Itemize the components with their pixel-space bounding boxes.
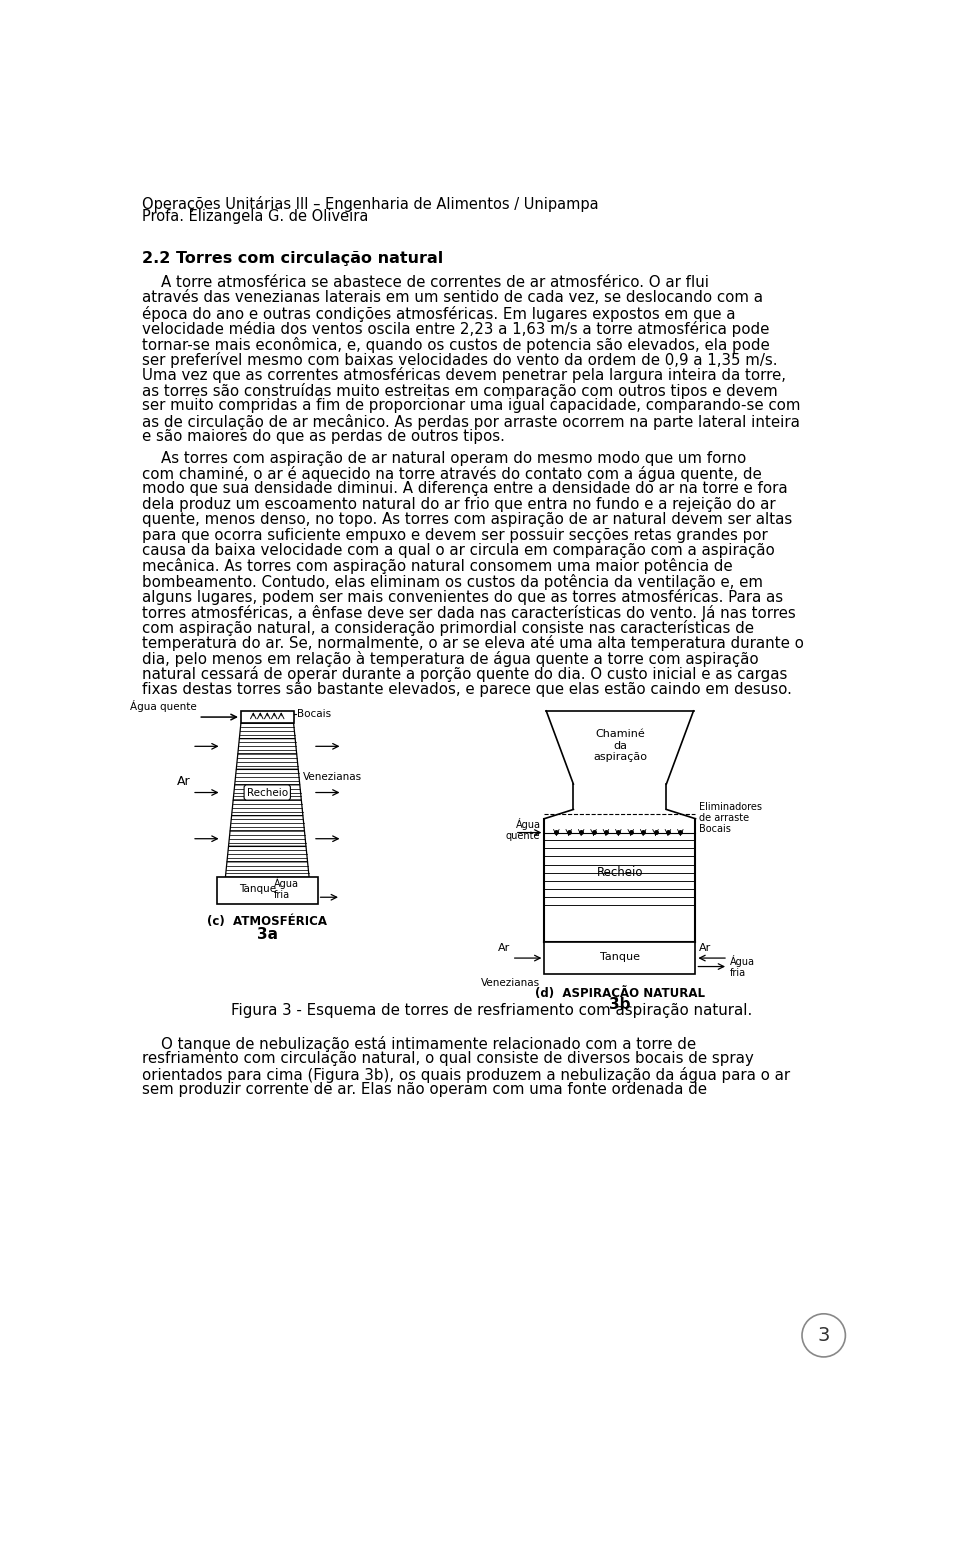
Text: causa da baixa velocidade com a qual o ar circula em comparação com a aspiração: causa da baixa velocidade com a qual o a… [142,543,775,557]
Text: mecânica. As torres com aspiração natural consomem uma maior potência de: mecânica. As torres com aspiração natura… [142,559,732,574]
Text: Ar: Ar [177,776,190,788]
Text: sem produzir corrente de ar. Elas não operam com uma fonte ordenada de: sem produzir corrente de ar. Elas não op… [142,1082,707,1098]
Text: natural cessará de operar durante a porção quente do dia. O custo inicial e as c: natural cessará de operar durante a porç… [142,666,787,683]
Polygon shape [231,800,303,816]
Text: com aspiração natural, a consideração primordial consiste nas características de: com aspiração natural, a consideração pr… [142,621,754,636]
Text: (d)  ASPIRAÇÃO NATURAL: (d) ASPIRAÇÃO NATURAL [535,985,705,1000]
Text: Operações Unitárias III – Engenharia de Alimentos / Unipampa: Operações Unitárias III – Engenharia de … [142,195,598,212]
Polygon shape [238,738,297,754]
Text: com chaminé, o ar é aquecido na torre através do contato com a água quente, de: com chaminé, o ar é aquecido na torre at… [142,466,761,481]
Text: orientados para cima (Figura 3b), os quais produzem a nebulização da água para o: orientados para cima (Figura 3b), os qua… [142,1067,790,1082]
Text: Venezianas: Venezianas [303,772,362,782]
Text: 3: 3 [818,1327,829,1345]
Polygon shape [228,831,306,847]
Polygon shape [226,862,309,878]
Text: as torres são construídas muito estreitas em comparação com outros tipos e devem: as torres são construídas muito estreita… [142,382,778,399]
Text: alguns lugares, podem ser mais convenientes do que as torres atmosféricas. Para : alguns lugares, podem ser mais convenien… [142,590,782,605]
Text: velocidade média dos ventos oscila entre 2,23 a 1,63 m/s a torre atmosférica pod: velocidade média dos ventos oscila entre… [142,322,769,337]
Text: Bocais: Bocais [297,709,331,718]
Text: Uma vez que as correntes atmosféricas devem penetrar pela largura inteira da tor: Uma vez que as correntes atmosféricas de… [142,367,785,384]
Text: Tanque: Tanque [239,884,276,895]
Text: dia, pelo menos em relação à temperatura de água quente a torre com aspiração: dia, pelo menos em relação à temperatura… [142,650,758,667]
Text: Chaminé
da
aspiração: Chaminé da aspiração [593,729,647,762]
Text: época do ano e outras condições atmosféricas. Em lugares expostos em que a: época do ano e outras condições atmosfér… [142,307,735,322]
Text: as de circulação de ar mecânico. As perdas por arraste ocorrem na parte lateral : as de circulação de ar mecânico. As perd… [142,413,800,430]
Polygon shape [234,769,300,785]
Text: dela produz um escoamento natural do ar frio que entra no fundo e a rejeição do : dela produz um escoamento natural do ar … [142,497,776,512]
Text: (c)  ATMOSFÉRICA: (c) ATMOSFÉRICA [207,915,327,927]
Text: torres atmosféricas, a ênfase deve ser dada nas características do vento. Já nas: torres atmosféricas, a ênfase deve ser d… [142,605,796,621]
Text: Ar: Ar [498,943,510,954]
Text: Figura 3 - Esquema de torres de resfriamento com aspiração natural.: Figura 3 - Esquema de torres de resfriam… [231,1003,753,1019]
Text: quente, menos denso, no topo. As torres com aspiração de ar natural devem ser al: quente, menos denso, no topo. As torres … [142,512,792,528]
Text: Bocais: Bocais [699,825,732,834]
Text: Tanque: Tanque [600,952,640,961]
Text: As torres com aspiração de ar natural operam do mesmo modo que um forno: As torres com aspiração de ar natural op… [142,450,746,466]
Polygon shape [227,847,307,862]
Text: Ar: Ar [699,943,711,954]
Text: tornar-se mais econômica, e, quando os custos de potencia são elevados, ela pode: tornar-se mais econômica, e, quando os c… [142,336,770,353]
Text: O tanque de nebulização está intimamente relacionado com a torre de: O tanque de nebulização está intimamente… [142,1036,696,1051]
Text: modo que sua densidade diminui. A diferença entre a densidade do ar na torre e f: modo que sua densidade diminui. A difere… [142,481,787,497]
Polygon shape [236,754,299,769]
Text: para que ocorra suficiente empuxo e devem ser possuir secções retas grandes por: para que ocorra suficiente empuxo e deve… [142,528,767,543]
Text: Água
quente: Água quente [506,817,540,841]
Text: Profa. Elizangela G. de Oliveira: Profa. Elizangela G. de Oliveira [142,209,368,224]
Bar [241,711,294,723]
Text: resfriamento com circulação natural, o qual consiste de diversos bocais de spray: resfriamento com circulação natural, o q… [142,1051,754,1067]
Polygon shape [239,723,295,738]
Polygon shape [233,785,301,800]
Text: através das venezianas laterais em um sentido de cada vez, se deslocando com a: através das venezianas laterais em um se… [142,291,762,305]
Text: temperatura do ar. Se, normalmente, o ar se eleva até uma alta temperatura duran: temperatura do ar. Se, normalmente, o ar… [142,635,804,652]
Text: fixas destas torres são bastante elevados, e parece que elas estão caindo em des: fixas destas torres são bastante elevado… [142,681,792,697]
Text: Eliminadores
de arraste: Eliminadores de arraste [699,802,762,824]
Text: e são maiores do que as perdas de outros tipos.: e são maiores do que as perdas de outros… [142,429,505,444]
Text: Venezianas: Venezianas [481,978,540,988]
Text: Recheio: Recheio [596,865,643,879]
Text: ser muito compridas a fim de proporcionar uma igual capacidade, comparando-se co: ser muito compridas a fim de proporciona… [142,398,801,413]
Text: 3b: 3b [610,997,631,1012]
Text: Recheio: Recheio [247,788,288,797]
Text: ser preferível mesmo com baixas velocidades do vento da ordem de 0,9 a 1,35 m/s.: ser preferível mesmo com baixas velocida… [142,351,778,368]
Text: 3a: 3a [256,927,277,943]
Text: A torre atmosférica se abastece de correntes de ar atmosférico. O ar flui: A torre atmosférica se abastece de corre… [142,276,708,289]
Polygon shape [230,816,304,831]
Bar [544,941,695,974]
Text: Água quente: Água quente [130,700,197,712]
Text: Água
fria: Água fria [274,876,299,901]
Text: 2.2 Torres com circulação natural: 2.2 Torres com circulação natural [142,251,443,266]
Text: bombeamento. Contudo, elas eliminam os custos da potência da ventilação e, em: bombeamento. Contudo, elas eliminam os c… [142,574,762,590]
Bar [217,878,318,904]
Text: Água
fria: Água fria [730,955,755,978]
